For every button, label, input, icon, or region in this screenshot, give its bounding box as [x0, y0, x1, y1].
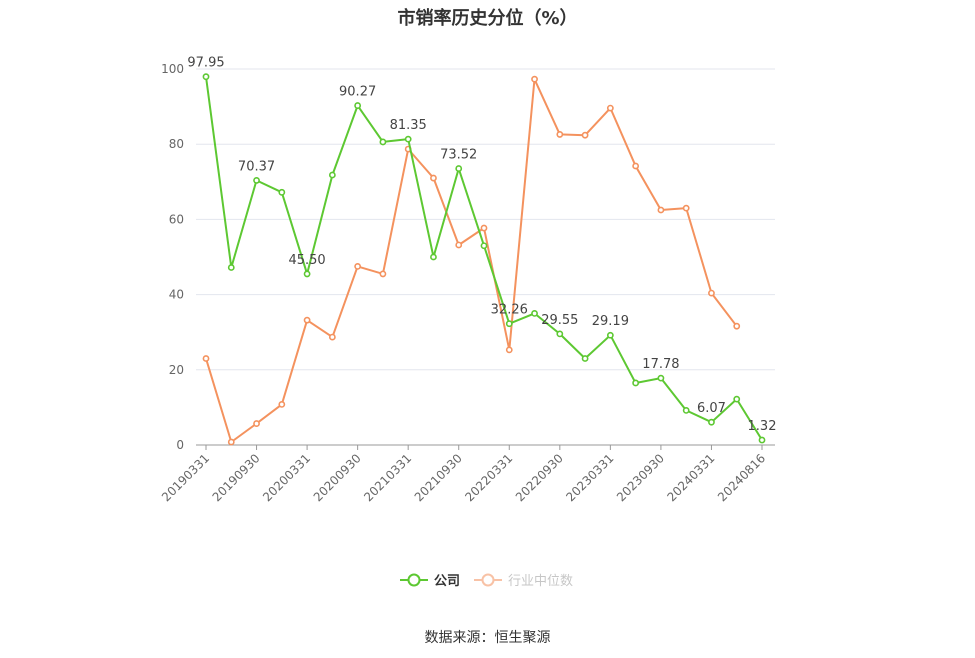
- data-label: 81.35: [390, 118, 427, 133]
- series-2: [202, 75, 741, 446]
- data-point[interactable]: [480, 242, 488, 250]
- legend-label: 公司: [434, 574, 460, 589]
- data-point[interactable]: [733, 395, 741, 403]
- data-point[interactable]: [303, 270, 311, 278]
- legend-item-1[interactable]: 公司: [400, 573, 460, 589]
- data-point[interactable]: [682, 407, 690, 414]
- data-point[interactable]: [202, 355, 210, 362]
- data-point[interactable]: [227, 264, 235, 271]
- data-point[interactable]: [303, 316, 311, 324]
- series-line: [205, 78, 738, 443]
- data-label: 45.50: [288, 253, 325, 268]
- x-tick-label: 20230930: [614, 451, 667, 504]
- chart-title: 市销率历史分位（%）: [397, 8, 578, 29]
- source-note: 数据来源：恒生聚源: [424, 630, 551, 646]
- x-tick-label: 20230331: [563, 451, 616, 504]
- data-label: 1.32: [748, 419, 777, 434]
- x-tick-label: 20210331: [361, 451, 414, 504]
- data-point[interactable]: [404, 135, 412, 143]
- data-point[interactable]: [505, 320, 513, 328]
- data-point[interactable]: [657, 206, 665, 214]
- data-point[interactable]: [379, 138, 387, 146]
- data-point[interactable]: [328, 333, 336, 341]
- data-point[interactable]: [556, 131, 564, 138]
- x-tick-label: 20200331: [260, 451, 313, 504]
- data-label: 97.95: [187, 56, 224, 71]
- data-point[interactable]: [632, 379, 640, 387]
- data-point[interactable]: [455, 165, 463, 172]
- data-point[interactable]: [227, 438, 235, 446]
- x-tick-label: 20240816: [715, 451, 768, 504]
- legend[interactable]: 公司 行业中位数: [400, 573, 573, 589]
- legend-marker-icon: [407, 573, 421, 587]
- data-label: 32.26: [491, 303, 528, 318]
- y-tick-label: 80: [169, 137, 184, 151]
- data-point[interactable]: [202, 73, 210, 81]
- y-tick-label: 20: [169, 363, 184, 377]
- data-label: 70.37: [238, 159, 275, 174]
- legend-label: 行业中位数: [508, 574, 573, 589]
- data-point[interactable]: [278, 188, 286, 196]
- data-point[interactable]: [606, 331, 614, 339]
- data-label: 73.52: [440, 148, 477, 163]
- y-tick-label: 100: [161, 62, 184, 76]
- data-point[interactable]: [531, 75, 538, 83]
- y-tick-label: 40: [169, 288, 184, 302]
- data-point[interactable]: [581, 355, 589, 362]
- legend-item-2[interactable]: 行业中位数: [474, 573, 573, 589]
- x-axis-ticks: 2019033120190930202003312020093020210331…: [159, 445, 768, 504]
- x-tick-label: 20220331: [462, 451, 515, 504]
- x-tick-label: 20200930: [311, 451, 364, 504]
- y-tick-label: 0: [176, 438, 184, 452]
- data-point[interactable]: [354, 262, 362, 270]
- data-point[interactable]: [354, 102, 362, 109]
- x-tick-label: 20210930: [412, 451, 465, 504]
- data-label: 29.19: [592, 314, 629, 329]
- x-tick-label: 20240331: [664, 451, 717, 504]
- data-point[interactable]: [253, 420, 260, 427]
- series-lines: [202, 73, 766, 446]
- data-label: 90.27: [339, 85, 376, 100]
- data-label: 6.07: [697, 401, 726, 416]
- data-label: 29.55: [541, 313, 578, 328]
- data-point[interactable]: [581, 131, 589, 139]
- data-point[interactable]: [708, 289, 715, 297]
- data-point[interactable]: [328, 171, 336, 179]
- x-tick-label: 20190930: [210, 451, 263, 504]
- data-point[interactable]: [657, 374, 665, 382]
- data-label: 17.78: [642, 357, 679, 372]
- data-point[interactable]: [505, 346, 513, 354]
- data-point[interactable]: [531, 309, 538, 317]
- x-tick-label: 20190331: [159, 451, 212, 504]
- data-point[interactable]: [430, 174, 437, 182]
- data-point[interactable]: [278, 400, 286, 408]
- y-tick-label: 60: [169, 212, 184, 226]
- data-point[interactable]: [430, 253, 437, 261]
- data-point[interactable]: [556, 330, 564, 338]
- data-point[interactable]: [606, 104, 614, 112]
- x-tick-label: 20220930: [513, 451, 566, 504]
- data-point[interactable]: [708, 418, 715, 426]
- legend-marker-icon: [481, 573, 495, 587]
- data-point[interactable]: [379, 270, 387, 278]
- series-1: [202, 73, 766, 444]
- data-point[interactable]: [632, 162, 640, 170]
- data-point[interactable]: [758, 436, 766, 444]
- data-point[interactable]: [733, 322, 741, 330]
- y-axis-ticks: 0 20 40 60 80 100: [161, 62, 184, 452]
- data-point[interactable]: [455, 241, 463, 249]
- data-point[interactable]: [480, 224, 488, 232]
- grid-lines: [196, 68, 775, 371]
- data-point[interactable]: [253, 177, 260, 184]
- data-point[interactable]: [682, 204, 690, 212]
- data-labels: 97.95 70.37 45.50 90.27 81.35 73.52 32.26 29.55…: [187, 56, 776, 434]
